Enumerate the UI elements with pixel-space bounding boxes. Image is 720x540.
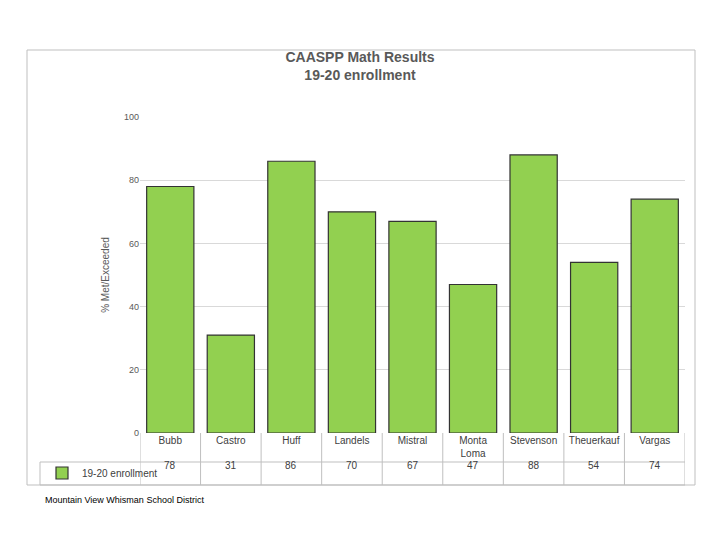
svg-text:Theuerkauf: Theuerkauf [569,435,620,446]
svg-text:0: 0 [134,428,139,438]
svg-text:% Met/Exceeded: % Met/Exceeded [100,237,111,313]
svg-text:86: 86 [285,460,297,471]
svg-text:47: 47 [467,460,479,471]
svg-text:60: 60 [129,239,139,249]
svg-text:78: 78 [164,460,176,471]
svg-text:100: 100 [124,112,139,122]
svg-text:Huff: Huff [282,435,300,446]
svg-text:54: 54 [588,460,600,471]
svg-text:Landels: Landels [334,435,369,446]
svg-text:31: 31 [225,460,237,471]
svg-text:Vargas: Vargas [639,435,670,446]
svg-text:Stevenson: Stevenson [510,435,557,446]
svg-text:MontaLoma: MontaLoma [459,435,487,459]
svg-text:19-20 enrollment: 19-20 enrollment [82,468,157,479]
svg-text:40: 40 [129,302,139,312]
svg-text:Mountain View Whisman School D: Mountain View Whisman School District [45,495,204,505]
svg-text:Mistral: Mistral [398,435,427,446]
svg-text:74: 74 [649,460,661,471]
svg-text:Castro: Castro [216,435,246,446]
svg-text:Bubb: Bubb [159,435,183,446]
svg-text:CAASPP Math Results19-20 enrol: CAASPP Math Results19-20 enrollment [285,49,434,83]
svg-text:67: 67 [407,460,419,471]
svg-text:80: 80 [129,175,139,185]
svg-text:70: 70 [346,460,358,471]
svg-text:88: 88 [528,460,540,471]
svg-text:20: 20 [129,365,139,375]
